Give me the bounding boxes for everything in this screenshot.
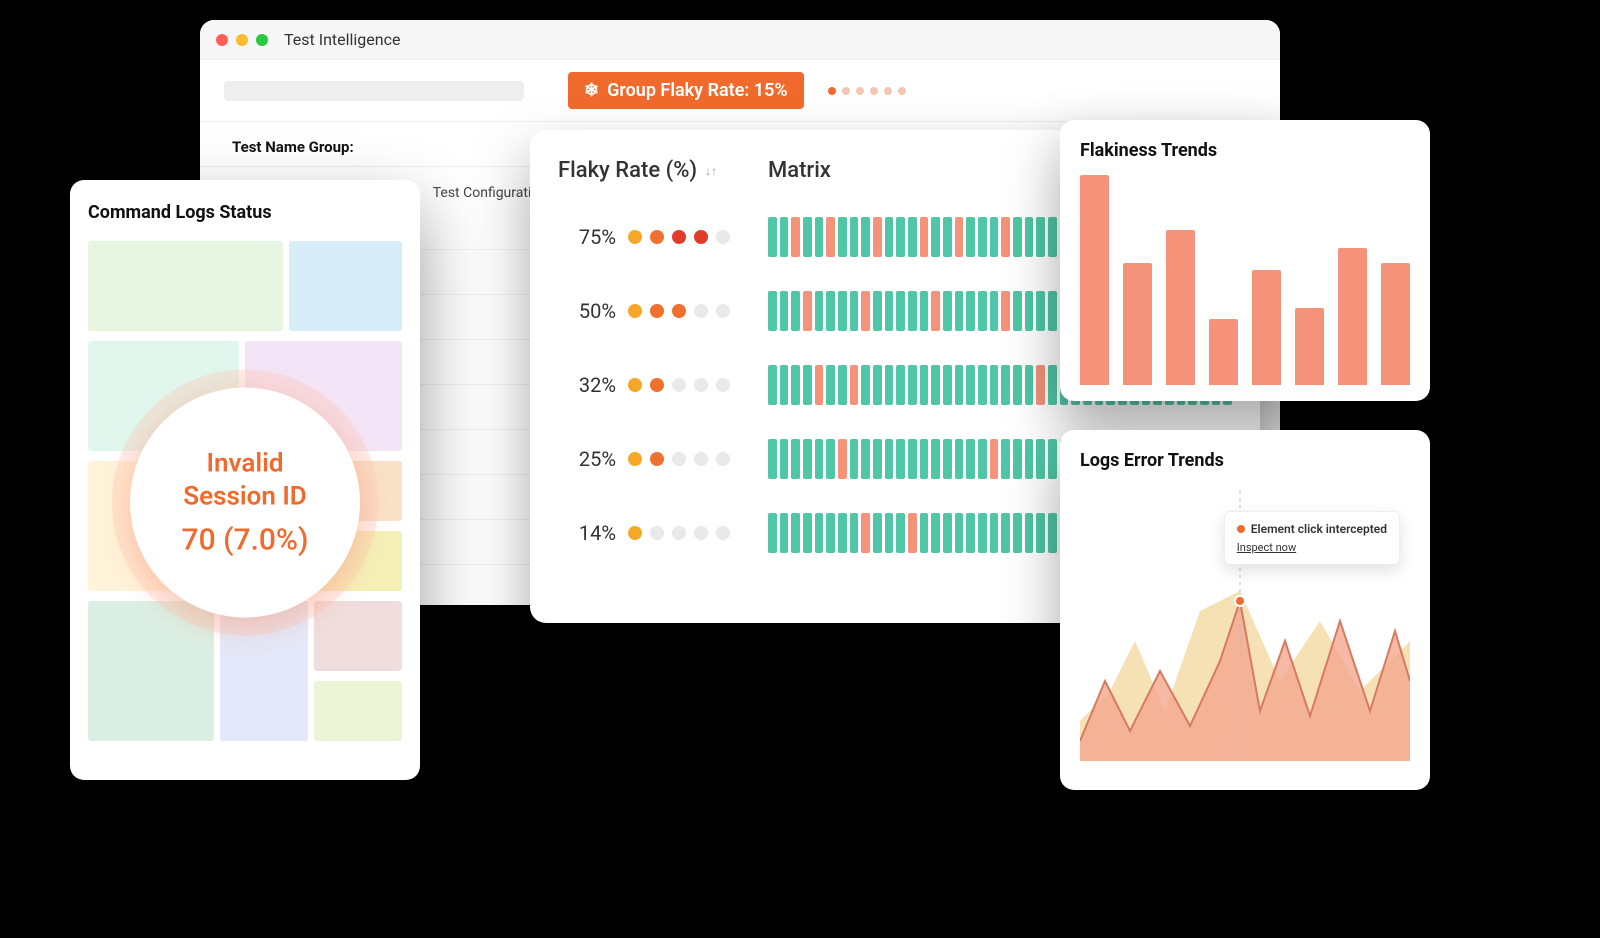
trend-bar[interactable] — [1338, 248, 1367, 385]
tooltip-inspect-link[interactable]: Inspect now — [1237, 541, 1296, 554]
titlebar: Test Intelligence — [200, 20, 1280, 60]
tooltip-label: Element click intercepted — [1251, 522, 1387, 536]
bubble-value: 70 (7.0%) — [182, 523, 309, 558]
flaky-rate-heading[interactable]: Flaky Rate (%) ↓↑ — [558, 158, 768, 183]
command-logs-card: Command Logs Status Invalid Session ID 7… — [70, 180, 420, 780]
group-flaky-rate-text: Group Flaky Rate: 15% — [607, 80, 788, 101]
severity-dots — [628, 230, 768, 244]
bubble-line2: Session ID — [183, 481, 306, 511]
logs-treemap[interactable]: Invalid Session ID 70 (7.0%) — [88, 241, 402, 741]
treemap-cell[interactable] — [88, 601, 214, 741]
treemap-cell[interactable] — [289, 241, 402, 331]
command-logs-title: Command Logs Status — [88, 202, 402, 223]
tooltip-dot-icon — [1237, 525, 1245, 533]
flaky-pct: 14% — [558, 521, 628, 545]
trend-bar[interactable] — [1166, 230, 1195, 385]
flakiness-bar-chart[interactable] — [1080, 175, 1410, 385]
trend-bar[interactable] — [1209, 319, 1238, 385]
flakiness-trends-card: Flakiness Trends — [1060, 120, 1430, 401]
close-icon[interactable] — [216, 34, 228, 46]
treemap-cell[interactable] — [314, 681, 402, 741]
treemap-cell[interactable] — [314, 601, 402, 671]
trend-bar[interactable] — [1252, 270, 1281, 385]
trend-bar[interactable] — [1381, 263, 1410, 385]
treemap-cell[interactable] — [88, 241, 283, 331]
matrix-heading: Matrix — [768, 158, 831, 183]
window-title: Test Intelligence — [284, 30, 400, 49]
maximize-icon[interactable] — [256, 34, 268, 46]
bubble-line1: Invalid — [207, 449, 284, 479]
severity-dots — [628, 526, 768, 540]
minimize-icon[interactable] — [236, 34, 248, 46]
treemap-cell[interactable] — [220, 601, 308, 741]
flakiness-trends-title: Flakiness Trends — [1080, 140, 1410, 161]
logs-highlight-bubble[interactable]: Invalid Session ID 70 (7.0%) — [130, 388, 360, 618]
snowflake-icon: ❄ — [584, 80, 599, 101]
trend-bar[interactable] — [1080, 175, 1109, 385]
severity-dots — [628, 304, 768, 318]
toolbar: ❄ Group Flaky Rate: 15% — [200, 60, 1280, 122]
pager-dots[interactable] — [828, 87, 906, 95]
severity-dots — [628, 378, 768, 392]
error-area-chart[interactable]: Element click intercepted Inspect now — [1080, 481, 1410, 761]
group-flaky-rate-pill[interactable]: ❄ Group Flaky Rate: 15% — [568, 72, 804, 109]
logs-error-trends-card: Logs Error Trends Element click intercep… — [1060, 430, 1430, 790]
error-tooltip[interactable]: Element click intercepted Inspect now — [1224, 511, 1400, 565]
flaky-pct: 25% — [558, 447, 628, 471]
trend-bar[interactable] — [1295, 308, 1324, 385]
logs-error-trends-title: Logs Error Trends — [1080, 450, 1410, 471]
window-traffic-lights[interactable] — [216, 34, 268, 46]
trend-bar[interactable] — [1123, 263, 1152, 385]
flaky-pct: 50% — [558, 299, 628, 323]
sort-icon[interactable]: ↓↑ — [705, 164, 717, 178]
flaky-pct: 75% — [558, 225, 628, 249]
severity-dots — [628, 452, 768, 466]
flaky-rate-heading-text: Flaky Rate (%) — [558, 158, 697, 183]
flaky-pct: 32% — [558, 373, 628, 397]
search-placeholder-skeleton — [224, 81, 524, 101]
